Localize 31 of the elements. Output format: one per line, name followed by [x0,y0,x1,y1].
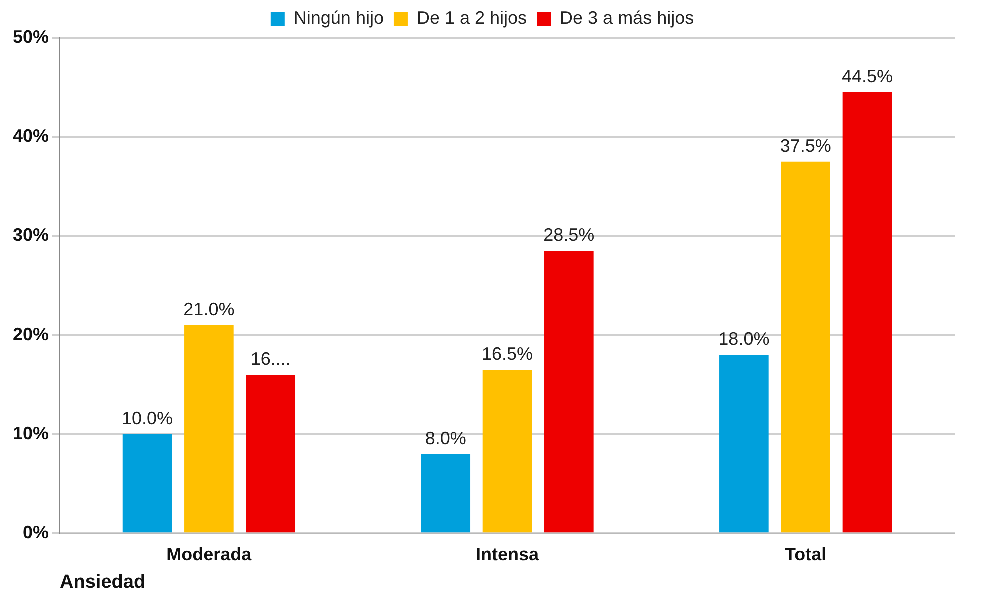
data-label: 44.5% [842,66,894,86]
data-label: 37.5% [780,136,832,156]
x-axis-title: Ansiedad [60,572,146,593]
data-label: 8.0% [425,428,466,448]
y-tick-label: 20% [12,324,50,344]
legend-label: De 3 a más hijos [560,8,694,28]
y-tick-label: 40% [12,126,50,146]
y-tick-label: 30% [12,225,50,246]
x-tick-label: Moderada [166,544,253,564]
bar [421,454,471,533]
x-tick-label: Total [785,544,827,564]
y-tick-label: 10% [12,423,50,444]
bar [781,162,830,533]
x-tick-label: Intensa [476,544,540,564]
data-label: 21.0% [184,299,235,320]
bar [246,375,296,533]
legend-label: De 1 a 2 hijos [416,8,528,28]
data-label: 28.5% [544,225,595,246]
data-label: 18.0% [718,329,770,350]
legend-label: Ningún hijo [294,8,384,28]
bar [184,325,234,533]
data-label: 16.5% [482,344,534,364]
data-label: 10.0% [122,408,174,428]
data-label: 16.... [250,348,291,369]
bar [720,355,769,533]
bar [544,251,594,533]
y-tick-label: 0% [23,522,50,543]
bar [842,92,892,533]
y-tick-label: 50% [12,26,50,47]
bar [482,370,532,533]
bar [122,434,172,533]
